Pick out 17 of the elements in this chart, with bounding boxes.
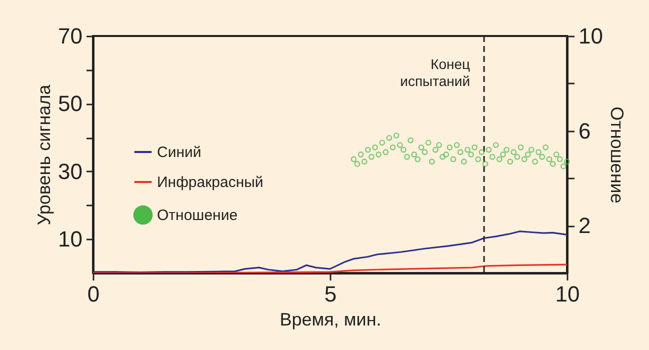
y-tick-label: 70: [58, 24, 82, 48]
x-tick-label: 0: [87, 282, 100, 306]
y2-tick-label: 10: [578, 24, 603, 48]
legend-label: Синий: [157, 144, 202, 161]
legend-label: Отношение: [157, 207, 238, 224]
ref-line-label: Конец испытаний: [400, 56, 470, 89]
y2-tick-label: 2: [578, 213, 591, 238]
y-axis-title: Уровень сигнала: [34, 84, 54, 226]
x-tick-label: 10: [555, 282, 580, 306]
y2-tick-label: 6: [578, 118, 591, 144]
y-tick-label: 10: [58, 226, 82, 252]
x-tick-label: 5: [324, 282, 337, 306]
y-tick-label: 30: [58, 158, 82, 184]
y2-axis-title: Отношение: [606, 106, 627, 204]
y-tick-label: 50: [58, 91, 82, 116]
x-axis-title: Время, мин.: [280, 310, 382, 330]
legend-label: Инфракрасный: [157, 174, 264, 191]
